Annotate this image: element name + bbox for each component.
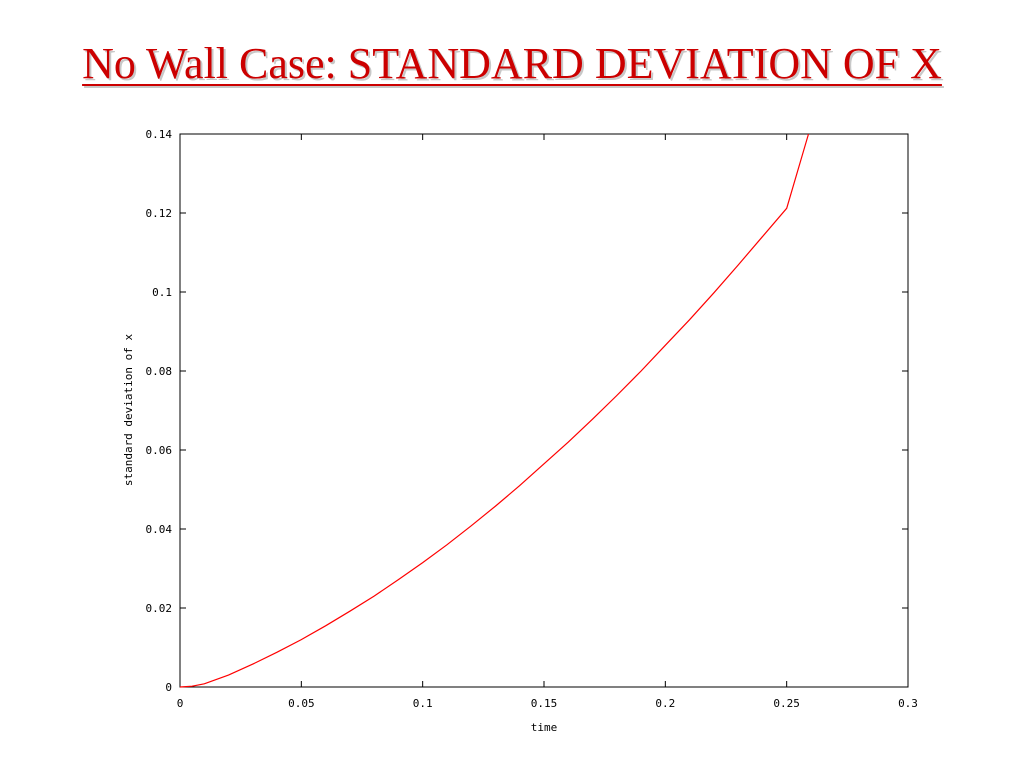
y-tick-label: 0.14 [146,128,173,141]
x-axis-label: time [531,721,558,734]
y-tick-label: 0.1 [152,286,172,299]
y-tick-label: 0.04 [146,523,173,536]
x-tick-label: 0.1 [413,697,433,710]
series-layer [179,133,810,688]
x-tick-label: 0 [177,697,184,710]
y-tick-label: 0 [165,681,172,694]
x-axis-ticks: 0 0.05 0.1 0.15 0.2 0.25 0.3 [177,134,918,710]
slide-title: No Wall Case: STANDARD DEVIATION OF X [82,39,942,88]
series-line [179,133,810,688]
x-tick-label: 0.25 [773,697,800,710]
y-tick-label: 0.12 [146,207,173,220]
x-tick-label: 0.05 [288,697,315,710]
x-tick-label: 0.15 [531,697,558,710]
y-tick-label: 0.08 [146,365,173,378]
plot-frame [179,133,909,688]
y-axis-label: standard deviation of x [122,333,135,486]
y-tick-label: 0.06 [146,444,173,457]
y-axis-ticks: 0 0.02 0.04 0.06 0.08 0.1 0.12 0.14 [146,128,908,694]
y-tick-label: 0.02 [146,602,173,615]
x-tick-label: 0.3 [898,697,918,710]
x-tick-label: 0.2 [655,697,675,710]
